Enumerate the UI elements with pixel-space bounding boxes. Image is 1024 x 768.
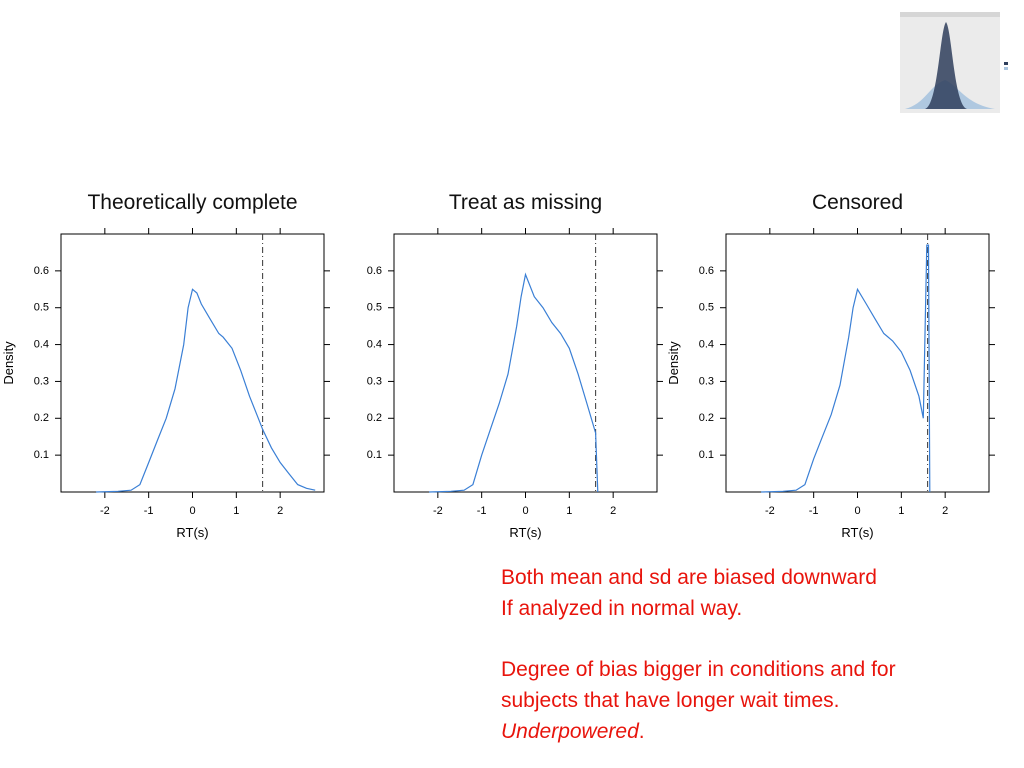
note-end: .	[639, 720, 645, 743]
density-line	[429, 272, 599, 493]
y-tick-label: 0.5	[367, 302, 382, 314]
plot-frame	[60, 233, 325, 493]
panel-title: Treat as missing	[449, 191, 602, 214]
y-tick-label: 0.3	[367, 375, 382, 387]
x-axis-label: RT(s)	[509, 525, 541, 540]
y-tick-label: 0.6	[699, 265, 714, 277]
plot-frame	[393, 233, 658, 493]
x-tick-label: 0	[522, 505, 528, 517]
y-tick-label: 0.3	[699, 375, 714, 387]
x-tick-label: 1	[566, 505, 572, 517]
y-tick-label: 0.4	[34, 338, 49, 350]
note-line: subjects that have longer wait times.	[501, 689, 840, 712]
note-line: Degree of bias bigger in conditions and …	[501, 658, 896, 681]
x-tick-label: 0	[189, 505, 195, 517]
y-tick-label: 0.2	[34, 412, 49, 424]
x-tick-label: -2	[765, 505, 775, 517]
y-tick-label: 0.1	[699, 449, 714, 461]
y-tick-label: 0.3	[34, 375, 49, 387]
y-axis-label: Density	[1, 341, 16, 385]
y-tick-label: 0.6	[34, 265, 49, 277]
y-tick-label: 0.4	[367, 338, 382, 350]
y-axis-label: Density	[666, 341, 681, 385]
y-tick-label: 0.4	[699, 338, 714, 350]
y-tick-label: 0.5	[699, 302, 714, 314]
thumbnail-legend	[1004, 62, 1008, 65]
x-axis-label: RT(s)	[176, 525, 208, 540]
thumbnail-area	[925, 22, 967, 109]
x-tick-label: 1	[233, 505, 239, 517]
note-emphasis: Underpowered	[501, 720, 640, 743]
x-tick-label: 2	[277, 505, 283, 517]
x-tick-label: -2	[100, 505, 110, 517]
note-line: If analyzed in normal way.	[501, 597, 742, 620]
plot-frame	[725, 233, 990, 493]
y-tick-label: 0.2	[367, 412, 382, 424]
notes: Both mean and sd are biased downward If a…	[501, 566, 896, 743]
y-tick-label: 0.1	[367, 449, 382, 461]
y-tick-label: 0.6	[367, 265, 382, 277]
panel-title: Theoretically complete	[87, 191, 297, 214]
thumbnail	[900, 12, 1008, 113]
note-line: Both mean and sd are biased downward	[501, 566, 877, 589]
note-line: Underpowered.	[501, 720, 645, 743]
x-tick-label: -2	[433, 505, 443, 517]
x-axis-label: RT(s)	[841, 525, 873, 540]
y-tick-label: 0.1	[34, 449, 49, 461]
x-tick-label: 2	[942, 505, 948, 517]
x-tick-label: -1	[144, 505, 154, 517]
x-tick-label: 2	[610, 505, 616, 517]
y-tick-label: 0.5	[34, 302, 49, 314]
density-line	[761, 244, 931, 493]
x-tick-label: 0	[854, 505, 860, 517]
x-tick-label: -1	[809, 505, 819, 517]
y-tick-label: 0.2	[699, 412, 714, 424]
thumbnail-legend	[1004, 67, 1008, 70]
panel-title: Censored	[812, 191, 903, 214]
thumbnail-header	[900, 12, 1000, 17]
density-line	[96, 288, 316, 493]
x-tick-label: -1	[477, 505, 487, 517]
x-tick-label: 1	[898, 505, 904, 517]
